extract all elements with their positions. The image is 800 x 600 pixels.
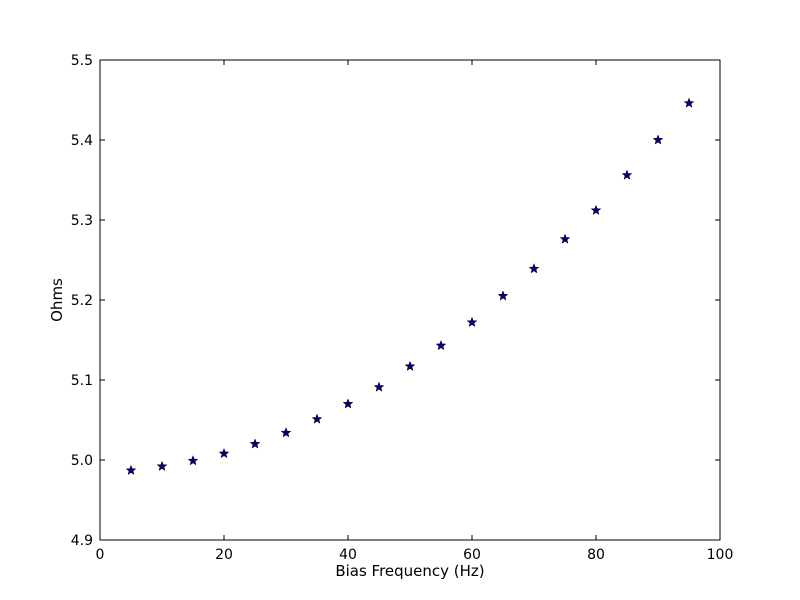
data-point-star [652, 134, 664, 145]
data-point-star [528, 263, 540, 274]
data-point-star [187, 455, 199, 466]
data-point-star [311, 413, 323, 424]
data-point-star [466, 316, 478, 328]
plot-frame [99, 59, 721, 541]
data-point-star [435, 339, 447, 351]
data-point-star [218, 447, 230, 459]
x-tick-label: 60 [463, 547, 481, 563]
y-tick-label: 5.5 [71, 53, 93, 69]
data-point-star [621, 169, 633, 180]
axis-ticks: 0 20 40 60 80 100 4.9 5.0 5.1 5.2 5.3 5.4 5.5 [71, 53, 734, 563]
x-tick-label: 80 [587, 547, 605, 563]
plot-area [100, 60, 720, 540]
data-point-star [590, 204, 602, 216]
data-point-star [125, 464, 137, 476]
y-tick-label: 5.2 [71, 293, 93, 309]
y-axis-label: Ohms [48, 278, 66, 322]
y-tick-label: 5.4 [71, 133, 93, 149]
data-point-star [683, 97, 695, 108]
data-point-star [373, 381, 385, 392]
x-axis-label: Bias Frequency (Hz) [335, 562, 484, 580]
y-tick-label: 5.3 [71, 213, 93, 229]
data-point-star [559, 233, 571, 244]
y-tick-label: 4.9 [71, 533, 93, 549]
x-tick-label: 100 [707, 547, 734, 563]
data-point-star [156, 460, 168, 472]
x-tick-label: 40 [339, 547, 357, 563]
data-point-star [249, 438, 261, 449]
data-points [125, 97, 695, 476]
y-tick-label: 5.1 [71, 373, 93, 389]
x-tick-label: 0 [96, 547, 105, 563]
data-point-star [342, 398, 354, 409]
data-point-star [280, 427, 292, 438]
x-tick-label: 20 [215, 547, 233, 563]
y-tick-label: 5.0 [71, 453, 93, 469]
data-point-star [497, 290, 509, 301]
data-point-star [404, 360, 416, 372]
